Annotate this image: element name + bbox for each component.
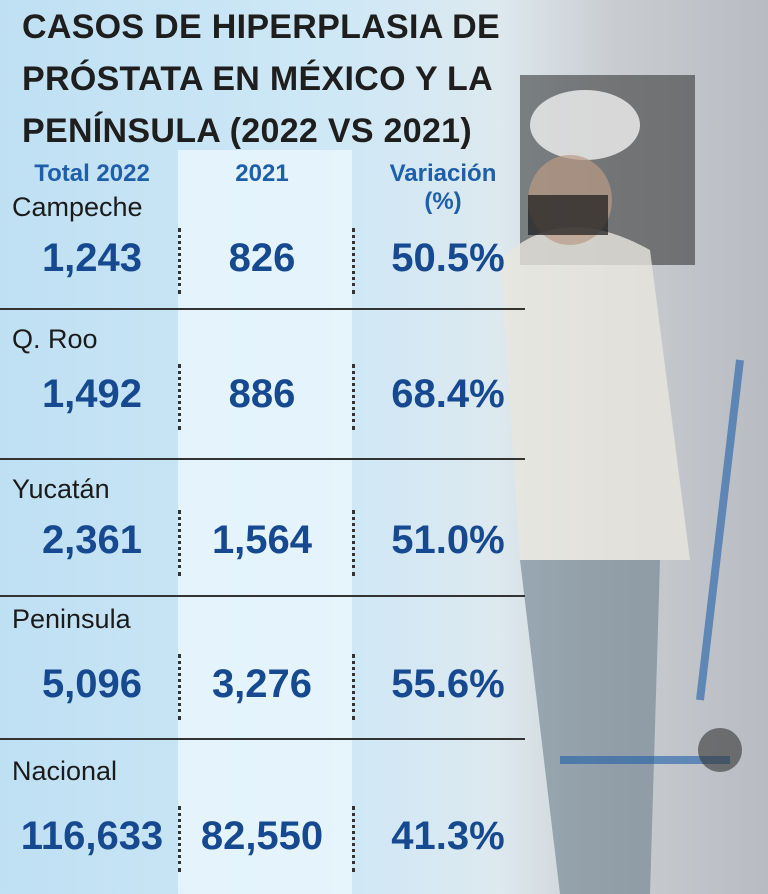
column-band	[178, 150, 352, 894]
region-label: Yucatán	[12, 474, 110, 504]
cell-value: 68.4%	[391, 372, 505, 416]
cell-value: 2,361	[41, 518, 143, 562]
region-label: Campeche	[12, 192, 143, 222]
title-line: PENÍNSULA (2022 VS 2021)	[22, 112, 473, 150]
cell-value: 82,550	[200, 814, 324, 858]
title-line: PRÓSTATA EN MÉXICO Y LA	[22, 60, 493, 98]
cell-value: 55.6%	[391, 662, 505, 706]
cell-value: 826	[228, 236, 296, 280]
separator	[178, 228, 181, 294]
cell-value: 50.5%	[391, 236, 505, 280]
cell-value: 5,096	[41, 662, 143, 706]
separator	[352, 228, 355, 294]
row-divider	[0, 738, 525, 740]
cell-value: 51.0%	[391, 518, 505, 562]
cell-value: 3,276	[211, 662, 313, 706]
separator	[352, 364, 355, 430]
column-header: 2021	[235, 160, 289, 187]
separator	[178, 510, 181, 576]
separator	[178, 364, 181, 430]
cell-value: 1,564	[211, 518, 313, 562]
row-divider	[0, 458, 525, 460]
row-divider	[0, 308, 525, 310]
cell-value: 886	[228, 372, 296, 416]
region-label: Q. Roo	[12, 324, 98, 354]
separator	[352, 654, 355, 720]
column-header: Total 2022	[34, 160, 150, 187]
region-label: Peninsula	[12, 604, 131, 634]
separator	[352, 510, 355, 576]
separator	[178, 654, 181, 720]
title-line: CASOS DE HIPERPLASIA DE	[22, 8, 500, 46]
cell-value: 1,492	[41, 372, 143, 416]
cell-value: 116,633	[20, 814, 164, 858]
cell-value: 41.3%	[391, 814, 505, 858]
separator	[178, 806, 181, 872]
region-label: Nacional	[12, 756, 118, 786]
column-header: Variación (%)	[389, 160, 497, 215]
row-divider	[0, 595, 525, 597]
cell-value: 1,243	[41, 236, 143, 280]
separator	[352, 806, 355, 872]
